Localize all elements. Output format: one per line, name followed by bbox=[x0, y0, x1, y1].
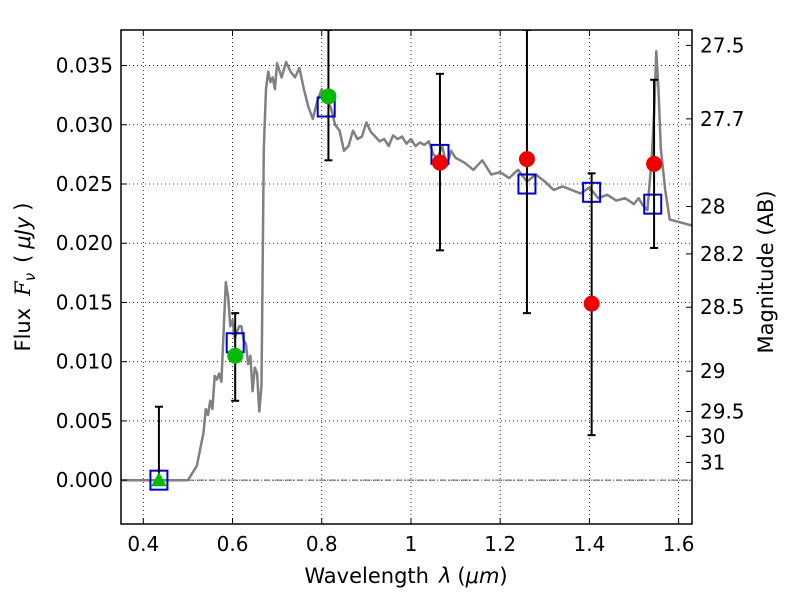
x-tick-label: 1.6 bbox=[663, 532, 695, 556]
x-axis-label: Wavelength λ (μm) bbox=[304, 564, 507, 588]
y-axis-title: Flux bbox=[11, 308, 35, 352]
y-tick-label: 0.025 bbox=[56, 172, 113, 196]
y-axis: 0.000 0.005 0.010 0.015 0.020 0.025 0.030 0.035 bbox=[56, 54, 127, 492]
photometry-box bbox=[643, 193, 663, 215]
y-tick-label: 0.005 bbox=[56, 409, 113, 433]
y-tick-label: 0.000 bbox=[56, 468, 113, 492]
data-point bbox=[320, 88, 337, 105]
y2-tick-label: 27.7 bbox=[700, 107, 745, 131]
x-axis-unit: μm bbox=[465, 564, 500, 588]
x-tick-label: 0.8 bbox=[306, 532, 338, 556]
y-axis-label: Flux Fν ( μJy) bbox=[11, 202, 39, 351]
y2-tick-label: 28.5 bbox=[700, 295, 745, 319]
data-point bbox=[227, 347, 244, 364]
y2-tick-label: 28.2 bbox=[700, 242, 745, 266]
y-axis-symbol: F bbox=[11, 280, 35, 297]
x-tick-label: 1 bbox=[405, 532, 418, 556]
y-tick-label: 0.035 bbox=[56, 54, 113, 78]
data-point bbox=[583, 295, 600, 312]
y-axis-unit-open: ( bbox=[11, 255, 35, 263]
x-axis-unit-open: ( bbox=[457, 564, 465, 588]
x-tick-label: 0.6 bbox=[217, 532, 249, 556]
x-axis-symbol: λ bbox=[438, 564, 451, 588]
y2-tick-label: 31 bbox=[700, 450, 725, 474]
data-point bbox=[431, 154, 448, 171]
x-axis-title: Wavelength bbox=[304, 564, 429, 588]
plot-area bbox=[121, 30, 692, 491]
x-tick-label: 0.4 bbox=[127, 532, 159, 556]
data-point bbox=[518, 151, 535, 168]
y2-tick-label: 28 bbox=[700, 195, 725, 219]
y2-axis-label: Magnitude (AB) bbox=[754, 190, 778, 353]
y-axis-unit: μJy bbox=[11, 216, 35, 250]
x-axis-unit-close: ) bbox=[499, 564, 507, 588]
x-axis: 0.4 0.6 0.8 1 1.2 1.4 1.6 bbox=[127, 30, 695, 556]
model-sed-line bbox=[121, 50, 692, 482]
y-tick-label: 0.010 bbox=[56, 350, 113, 374]
data-point bbox=[646, 155, 663, 172]
plot-frame bbox=[120, 29, 693, 525]
y-axis-unit-close: ) bbox=[11, 202, 35, 210]
y2-tick-label: 30 bbox=[700, 424, 725, 448]
y2-tick-label: 27.5 bbox=[700, 33, 745, 57]
x-tick-label: 1.4 bbox=[573, 532, 605, 556]
y-tick-label: 0.015 bbox=[56, 290, 113, 314]
y-tick-label: 0.030 bbox=[56, 113, 113, 137]
x-tick-label: 1.2 bbox=[484, 532, 516, 556]
y2-tick-label: 29.5 bbox=[700, 399, 745, 423]
data-point-triangle bbox=[151, 472, 167, 487]
y2-tick-label: 29 bbox=[700, 359, 725, 383]
y-tick-label: 0.020 bbox=[56, 231, 113, 255]
y-axis-symbol-sub: ν bbox=[21, 273, 39, 281]
